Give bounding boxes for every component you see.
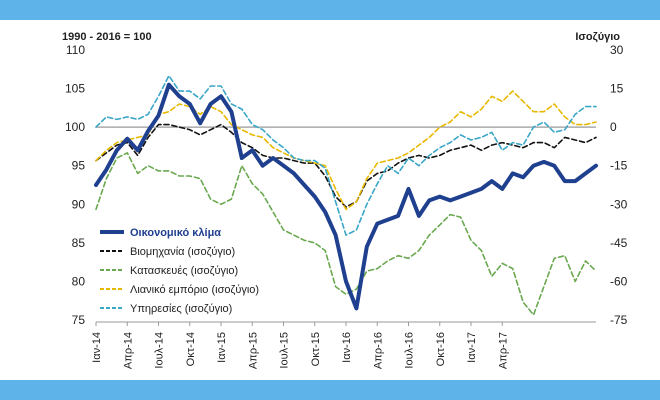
legend-label-0: Οικονομικό κλίμα bbox=[130, 227, 221, 239]
x-tick-label: Ιαν-15 bbox=[216, 332, 228, 363]
x-tick-label: Απρ-16 bbox=[372, 332, 384, 369]
left-tick-label: 80 bbox=[72, 274, 86, 288]
legend-label-4: Υπηρεσίες (ισοζύγιο) bbox=[130, 303, 232, 315]
legend-label-3: Λιανικό εμπόριο (ισοζύγιο) bbox=[130, 284, 259, 296]
top-accent-band bbox=[0, 0, 660, 20]
x-tick-label: Απρ-14 bbox=[122, 332, 134, 369]
left-tick-label: 95 bbox=[72, 159, 86, 173]
x-tick-label: Οκτ-14 bbox=[185, 332, 197, 366]
legend-label-1: Βιομηχανία (ισοζύγιο) bbox=[130, 246, 235, 258]
left-tick-label: 75 bbox=[72, 313, 86, 327]
bottom-accent-band bbox=[0, 380, 660, 400]
series-line-2 bbox=[95, 152, 597, 316]
right-tick-label: -15 bbox=[610, 159, 628, 173]
x-tick-label: Ιουλ-15 bbox=[279, 332, 291, 369]
right-tick-label: 15 bbox=[610, 82, 624, 96]
x-tick-label: Οκτ-16 bbox=[435, 332, 447, 366]
x-tick-label: Ιαν-16 bbox=[341, 332, 353, 363]
left-tick-label: 100 bbox=[65, 120, 85, 134]
right-tick-label: -45 bbox=[610, 236, 628, 250]
left-tick-label: 90 bbox=[72, 197, 86, 211]
series-line-3 bbox=[95, 90, 597, 211]
series-line-0 bbox=[94, 82, 598, 311]
right-axis-title: Ισοζύγιο bbox=[575, 31, 620, 43]
right-tick-label: 30 bbox=[610, 43, 624, 57]
x-tick-label: Ιαν-14 bbox=[91, 332, 103, 363]
left-tick-label: 85 bbox=[72, 236, 86, 250]
right-tick-label: -30 bbox=[610, 197, 628, 211]
x-tick-label: Απρ-17 bbox=[497, 332, 509, 369]
legend-label-2: Κατασκευές (ισοζύγιο) bbox=[130, 265, 238, 277]
series-line-4 bbox=[95, 74, 597, 236]
x-tick-label: Ιαν-17 bbox=[466, 332, 478, 363]
right-tick-label: -75 bbox=[610, 313, 628, 327]
right-tick-label: 0 bbox=[610, 120, 617, 134]
series-line-1 bbox=[95, 123, 597, 208]
x-tick-label: Απρ-15 bbox=[247, 332, 259, 369]
left-tick-label: 110 bbox=[66, 43, 85, 57]
right-tick-label: -60 bbox=[610, 274, 628, 288]
x-tick-label: Ιουλ-14 bbox=[154, 332, 166, 369]
left-tick-label: 105 bbox=[65, 82, 85, 96]
x-tick-label: Οκτ-15 bbox=[310, 332, 322, 366]
x-tick-label: Ιουλ-16 bbox=[404, 332, 416, 369]
left-axis-title: 1990 - 2016 = 100 bbox=[62, 31, 152, 43]
